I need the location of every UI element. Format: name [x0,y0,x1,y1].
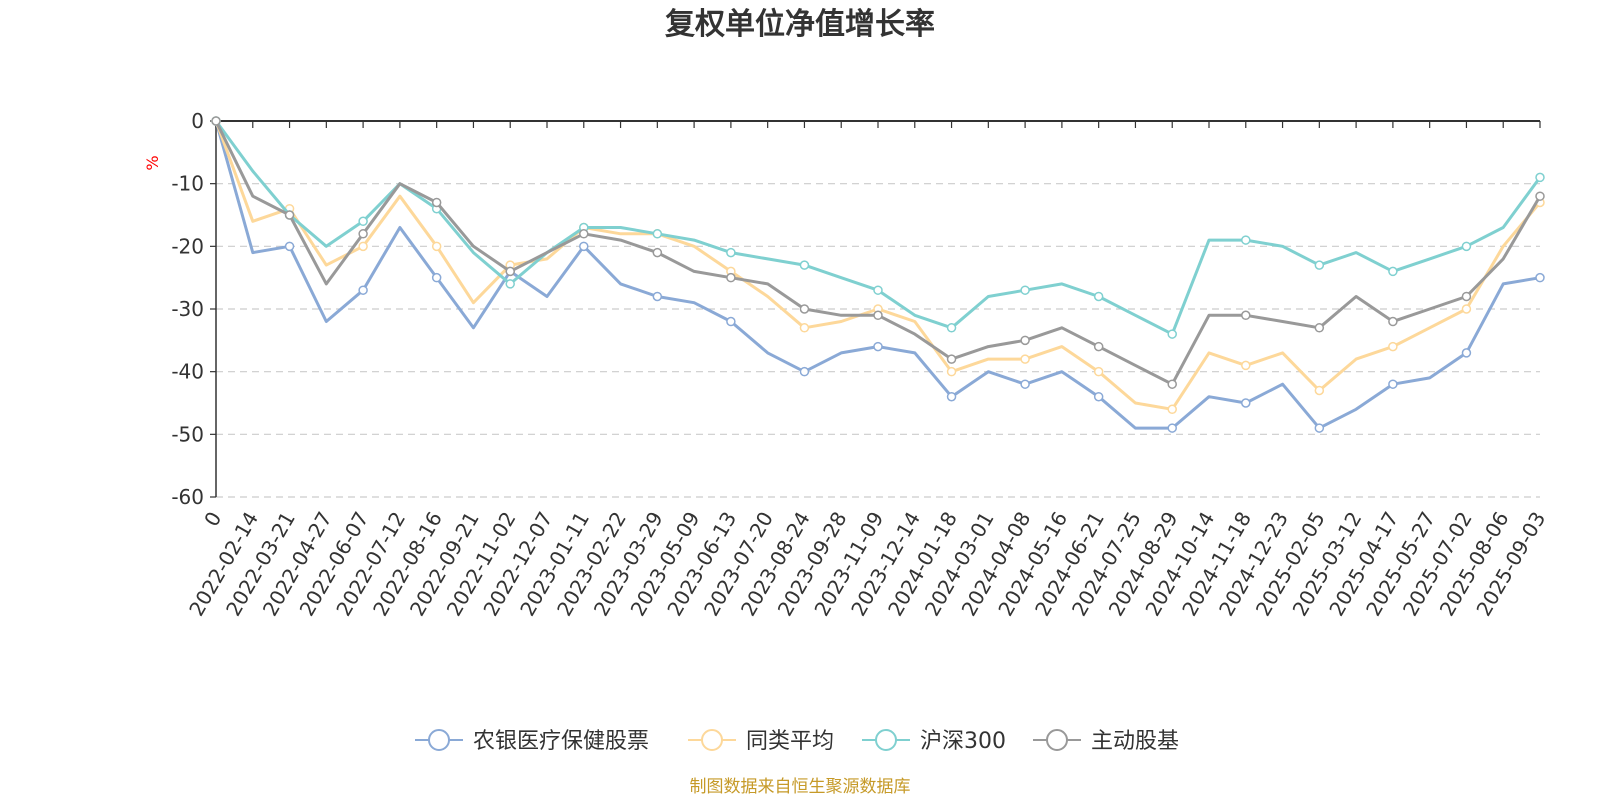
chart-title: 复权单位净值增长率 [665,7,935,42]
data-point [284,241,295,252]
data-point [505,266,515,277]
series-line [214,120,1542,411]
legend-item[interactable]: 沪深300 [862,729,1006,754]
data-point [726,272,736,283]
legend-label: 沪深300 [920,729,1006,754]
data-point [358,241,368,252]
data-point [1461,291,1472,302]
data-point [946,391,957,402]
data-point [799,260,810,270]
series-line [214,120,1541,430]
y-tick-label: -60 [171,485,204,509]
data-point [652,291,663,302]
data-point [1241,235,1251,245]
data-point [1535,172,1545,183]
data-point [1020,354,1030,364]
legend-item[interactable]: 同类平均 [688,729,834,754]
data-point [1241,360,1251,371]
legend[interactable]: 农银医疗保健股票 同类平均 沪深300 主动股基 [415,729,1179,754]
data-point [1241,310,1251,321]
y-axis-unit-label: % [143,155,162,170]
data-point [1388,316,1398,327]
data-point [873,341,883,352]
x-tick-label: 0 [199,508,226,531]
y-tick-label: -10 [171,172,204,196]
data-point [1167,379,1177,389]
data-point [505,279,515,289]
data-point [873,285,883,295]
data-point [431,241,442,252]
data-point [1314,260,1325,270]
data-point [1020,335,1030,346]
data-point [1167,329,1177,339]
data-point [799,304,810,314]
data-point [946,366,957,377]
data-point [873,310,883,321]
legend-item[interactable]: 农银医疗保健股票 [415,729,649,754]
series-line [214,120,1542,336]
data-point [1314,323,1325,333]
data-source-note: 制图数据来自恒生聚源数据库 [690,777,911,797]
data-point [1020,285,1030,295]
legend-item[interactable]: 主动股基 [1033,729,1179,754]
data-point [358,216,368,227]
series-3 [211,116,1545,389]
data-point [579,229,589,239]
data-point [358,229,368,239]
legend-label: 主动股基 [1091,729,1179,754]
y-tick-label: -20 [171,234,204,258]
data-point [726,316,736,327]
data-point [1461,304,1472,314]
data-point [1093,341,1104,352]
data-point [284,210,295,220]
data-point [946,323,957,333]
series-0 [211,116,1545,433]
data-point [1461,348,1472,358]
data-point [1388,266,1398,277]
data-point [358,285,368,295]
legend-circle-icon [428,729,450,751]
data-point [1093,366,1104,377]
data-point [1093,291,1104,302]
data-point [1314,423,1325,433]
legend-circle-icon [1046,729,1068,751]
data-point [1388,379,1398,389]
grid-lines [216,183,1540,498]
data-point [1461,241,1472,252]
data-point [1314,385,1325,396]
legend-circle-icon [875,729,897,751]
y-tick-label: -40 [171,360,204,384]
y-axis: 0 -10 -20 -30 -40 -50 -60 [171,109,217,509]
data-point [431,197,442,208]
data-point [1535,272,1545,283]
data-point [652,229,663,239]
series-1 [211,116,1545,415]
data-point [1093,391,1104,402]
data-point [1535,191,1545,201]
data-point [1241,398,1251,408]
data-point [946,354,957,364]
data-point [652,247,663,258]
data-point [431,272,442,283]
data-point [579,241,589,252]
legend-circle-icon [701,729,723,751]
data-point [799,366,810,377]
series-2 [211,116,1545,339]
y-tick-label: -50 [171,422,204,446]
data-point [1167,423,1177,433]
data-point [211,116,221,126]
y-tick-label: 0 [191,109,204,133]
data-point [1020,379,1030,389]
series-lines [211,116,1545,433]
y-tick-label: -30 [171,297,204,321]
data-point [726,247,736,258]
data-point [1167,404,1177,415]
legend-label: 农银医疗保健股票 [473,729,649,754]
data-point [1388,341,1398,352]
data-point [799,323,810,333]
legend-label: 同类平均 [746,729,834,754]
